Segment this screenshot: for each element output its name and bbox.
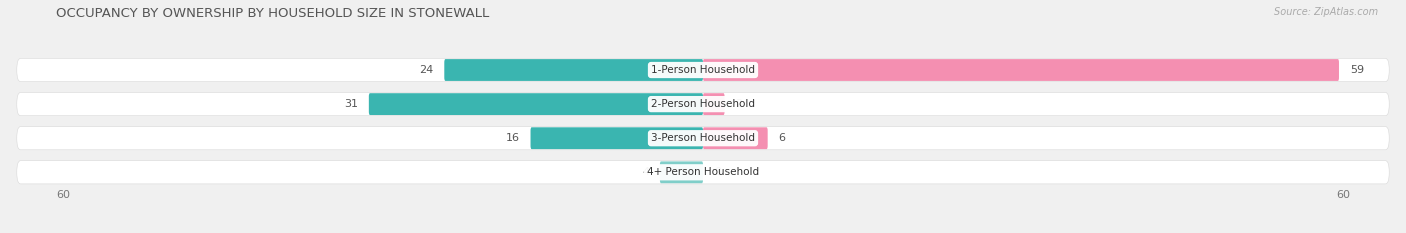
Text: 31: 31 [344,99,359,109]
Text: 1-Person Household: 1-Person Household [651,65,755,75]
FancyBboxPatch shape [368,93,703,115]
FancyBboxPatch shape [17,127,1389,150]
Text: 60: 60 [56,190,70,200]
FancyBboxPatch shape [17,93,1389,116]
Text: 16: 16 [506,133,520,143]
Text: 6: 6 [779,133,786,143]
Text: 24: 24 [419,65,433,75]
FancyBboxPatch shape [659,161,703,183]
Text: 60: 60 [1336,190,1350,200]
Text: 4: 4 [643,167,650,177]
Text: 2-Person Household: 2-Person Household [651,99,755,109]
FancyBboxPatch shape [530,127,703,149]
Text: Source: ZipAtlas.com: Source: ZipAtlas.com [1274,7,1378,17]
FancyBboxPatch shape [703,59,1339,81]
Text: 0: 0 [714,167,721,177]
FancyBboxPatch shape [703,127,768,149]
FancyBboxPatch shape [17,161,1389,184]
Text: 2: 2 [735,99,742,109]
Text: 3-Person Household: 3-Person Household [651,133,755,143]
Text: OCCUPANCY BY OWNERSHIP BY HOUSEHOLD SIZE IN STONEWALL: OCCUPANCY BY OWNERSHIP BY HOUSEHOLD SIZE… [56,7,489,20]
FancyBboxPatch shape [444,59,703,81]
FancyBboxPatch shape [703,93,724,115]
Text: 59: 59 [1350,65,1364,75]
Text: 4+ Person Household: 4+ Person Household [647,167,759,177]
FancyBboxPatch shape [17,58,1389,82]
